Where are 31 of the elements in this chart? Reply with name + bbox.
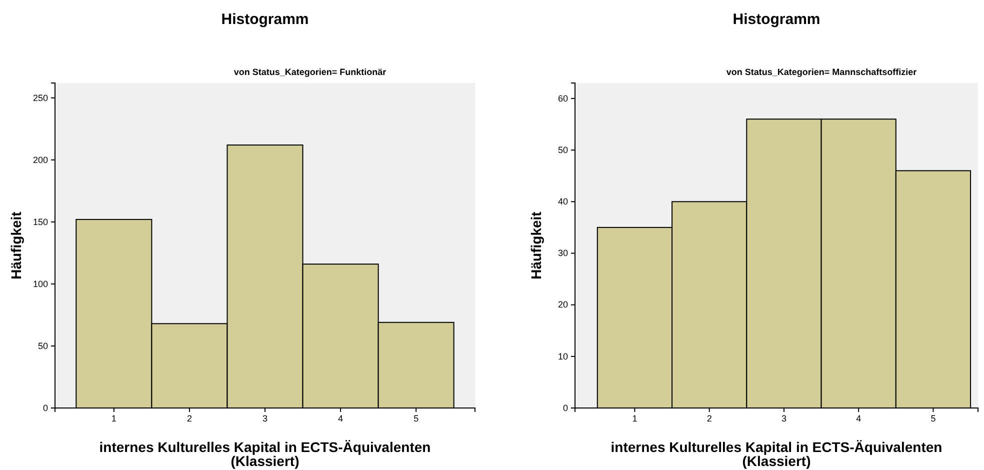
y-axis-title: Häufigkeit bbox=[8, 211, 24, 280]
chart-subtitle: von Status_Kategorien= Funktionär bbox=[234, 67, 387, 77]
x-tick-label: 4 bbox=[338, 413, 344, 424]
x-tick-label: 4 bbox=[856, 413, 862, 424]
chart-title: Histogramm bbox=[221, 11, 309, 28]
y-tick-label: 0 bbox=[42, 402, 48, 413]
y-tick-label: 50 bbox=[558, 144, 568, 155]
x-axis-title: internes Kulturelles Kapital in ECTS-Äquivalenten (Klassiert) bbox=[99, 439, 431, 469]
y-tick-label: 0 bbox=[562, 402, 568, 413]
y-tick-label: 30 bbox=[558, 248, 568, 258]
x-tick-label: 5 bbox=[930, 413, 936, 424]
y-tick-label: 60 bbox=[558, 93, 568, 104]
y-tick-label: 250 bbox=[32, 92, 48, 103]
x-tick-label: 2 bbox=[706, 413, 712, 424]
y-tick-label: 50 bbox=[38, 340, 48, 351]
y-tick-label: 10 bbox=[558, 351, 568, 362]
x-tick-label: 5 bbox=[414, 413, 419, 424]
y-axis-title: Häufigkeit bbox=[528, 211, 544, 280]
y-tick-label: 150 bbox=[32, 216, 48, 227]
y-tick-label: 200 bbox=[32, 154, 48, 165]
y-tick-label: 40 bbox=[558, 196, 568, 207]
y-tick-label: 100 bbox=[32, 278, 48, 289]
x-tick-label: 2 bbox=[186, 413, 192, 424]
chart-subtitle: von Status_Kategorien= Mannschaftsoffizier bbox=[726, 67, 918, 77]
x-tick-label: 3 bbox=[262, 413, 268, 424]
chart-title: Histogramm bbox=[732, 11, 820, 28]
x-axis-title: internes Kulturelles Kapital in ECTS-Äquivalenten (Klassiert) bbox=[610, 439, 942, 469]
y-tick-label: 20 bbox=[558, 300, 568, 310]
x-tick-label: 1 bbox=[632, 413, 638, 424]
x-tick-label: 3 bbox=[781, 413, 786, 424]
x-tick-label: 1 bbox=[111, 413, 116, 424]
